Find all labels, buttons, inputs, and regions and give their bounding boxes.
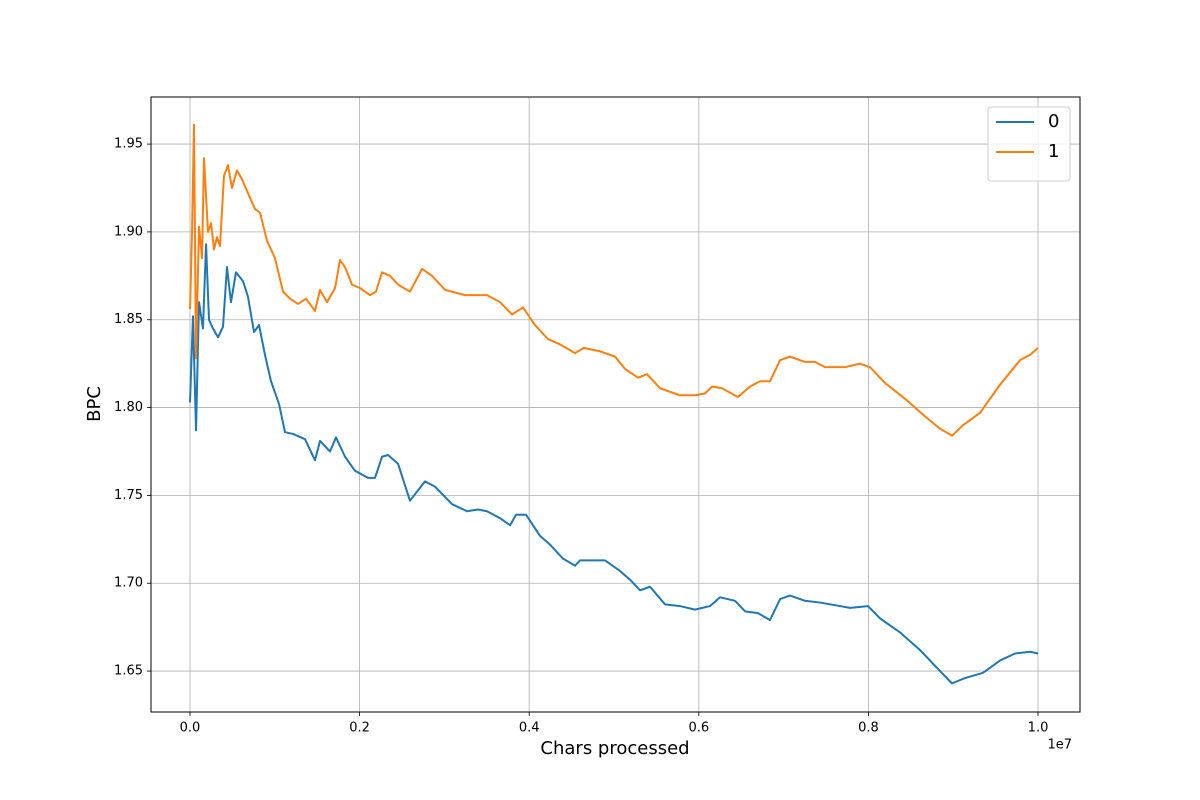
y-tick-label: 1.95 [114,137,143,152]
y-tick-label: 1.65 [114,664,143,679]
x-tick-label: 1.0 [1028,721,1049,736]
x-tick-label: 0.0 [180,721,201,736]
y-tick-label: 1.75 [114,488,143,503]
y-tick-label: 1.70 [114,576,143,591]
y-tick-label: 1.90 [114,224,143,239]
axes-frame [150,96,1081,713]
y-tick-label: 1.80 [114,400,143,415]
x-tick-label: 0.8 [858,721,879,736]
data-line [189,243,1039,685]
data-line [189,123,1039,437]
x-tick-label: 0.2 [349,721,370,736]
y-axis-label: BPC [84,386,105,422]
y-tick-label: 1.85 [114,312,143,327]
x-tick-label: 0.4 [519,721,540,736]
x-tick-label: 0.6 [688,721,709,736]
legend-label: 0 [1048,111,1059,132]
legend-box [987,106,1071,182]
x-offset-label: 1e7 [1047,738,1072,753]
x-axis-label: Chars processed [540,738,689,759]
legend-label: 1 [1048,141,1059,162]
